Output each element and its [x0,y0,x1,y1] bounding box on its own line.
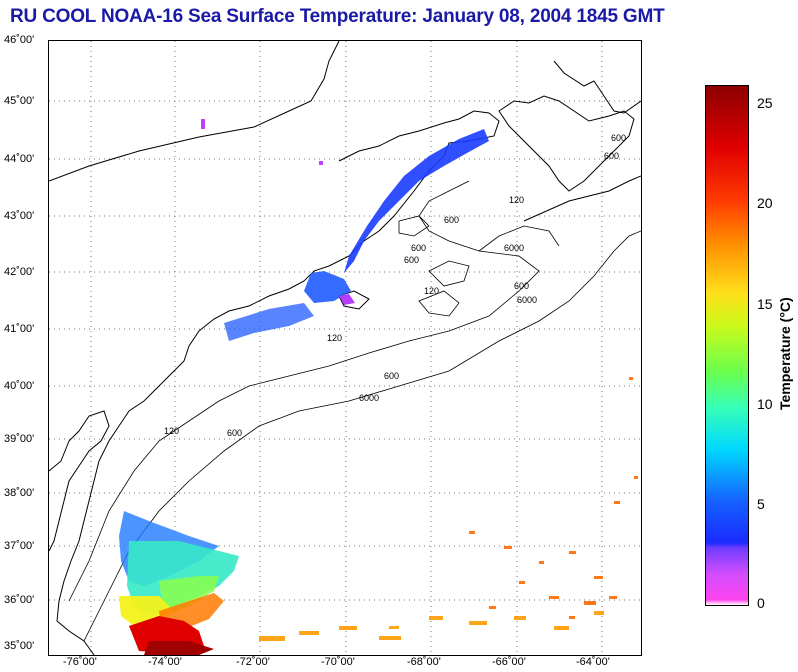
lat-label: 36˚00' [4,594,35,606]
lat-label: 35˚00' [4,640,35,652]
map-panel[interactable]: 600 600 600 6000 120 600 6000 600 120 60… [48,40,642,656]
colorbar-tick: 0 [757,595,765,611]
colorbar-tick: 15 [757,296,773,312]
lon-label: -74˚00' [148,656,182,668]
contour-label: 6000 [359,393,379,403]
contour-labels: 600 600 600 6000 120 600 6000 600 120 60… [164,133,626,438]
lat-label: 38˚00' [4,487,35,499]
bathymetry-contours [68,180,641,642]
lat-label: 42˚00' [4,266,35,278]
lon-label: -64˚00' [576,656,610,668]
sst-coverage [119,119,638,655]
lat-label: 46˚00' [4,34,35,46]
contour-label: 600 [444,215,459,225]
lon-label: -72˚00' [236,656,270,668]
colorbar-label: Temperature (°C) [777,297,793,410]
colorbar-tick: 25 [757,95,773,111]
contour-label: 120 [509,195,524,205]
contour-label: 600 [411,243,426,253]
contour-label: 600 [604,151,619,161]
contour-label: 6000 [504,243,524,253]
contour-label: 120 [424,286,439,296]
lat-label: 37˚00' [4,540,35,552]
lat-label: 45˚00' [4,95,35,107]
colorbar-tick: 5 [757,496,765,512]
colorbar-tick: 20 [757,195,773,211]
graticule [49,41,641,655]
lon-label: -76˚00' [63,656,97,668]
lon-label: -70˚00' [321,656,355,668]
lat-label: 39˚00' [4,433,35,445]
temperature-colorbar [705,85,749,606]
colorbar-tick: 10 [757,396,773,412]
lat-label: 44˚00' [4,153,35,165]
contour-label: 120 [327,333,342,343]
contour-label: 600 [611,133,626,143]
lat-label: 43˚00' [4,210,35,222]
coastline [49,41,641,655]
map-title: RU COOL NOAA-16 Sea Surface Temperature:… [10,6,665,27]
contour-label: 600 [227,428,242,438]
contour-label: 600 [384,371,399,381]
contour-label: 600 [514,281,529,291]
lat-label: 40˚00' [4,380,35,392]
map-canvas: 600 600 600 6000 120 600 6000 600 120 60… [49,41,641,655]
contour-label: 6000 [517,295,537,305]
lat-label: 41˚00' [4,323,35,335]
contour-label: 120 [164,426,179,436]
lon-label: -68˚00' [407,656,441,668]
lon-label: -66˚00' [492,656,526,668]
contour-label: 600 [404,255,419,265]
